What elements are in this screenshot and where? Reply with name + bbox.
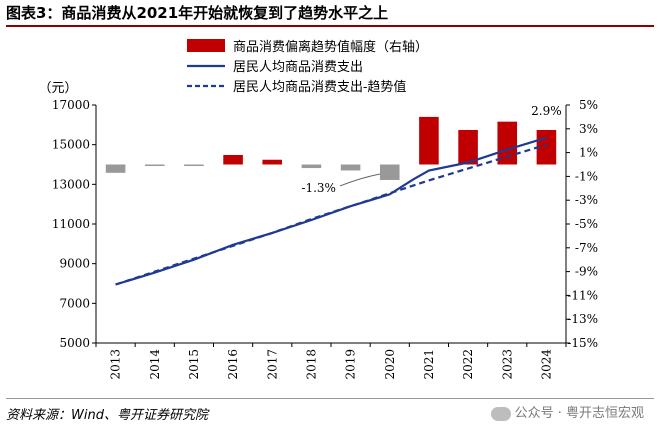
legend-label: 商品消费偏离趋势值幅度（右轴） [233,39,428,55]
left-tick-label: 15000 [52,138,90,152]
left-tick-label: 5000 [59,336,90,350]
trend-line [115,143,547,286]
line-series [115,136,547,286]
title-rule [6,25,654,27]
bar-2013 [105,164,126,173]
x-tick-label: 2015 [187,349,201,380]
chart-canvas: 商品消费偏离趋势值幅度（右轴）居民人均商品消费支出居民人均商品消费支出-趋势值 … [38,39,598,380]
left-tick-label: 13000 [52,177,90,191]
x-tick-label: 2014 [148,349,162,380]
left-tick-label: 7000 [59,296,90,310]
annotation-arrow [339,173,381,187]
bar-2017 [262,159,283,165]
right-tick-label: -11% [567,288,598,302]
source-note: 资料来源：Wind、粤开证券研究院 [6,408,208,423]
x-tick-label: 2018 [304,349,318,380]
bar-2015 [184,164,204,166]
right-tick-label: -9% [575,265,598,279]
left-tick-label: 17000 [52,98,90,112]
bar-2021 [419,116,439,165]
x-tick-label: 2019 [344,349,358,380]
watermark-text: 公众号 · 粤开志恒宏观 [514,406,644,421]
bar-2016 [223,154,243,165]
right-tick-label: -7% [575,241,598,255]
x-tick-label: 2020 [383,349,397,380]
right-tick-label: 5% [579,98,598,112]
right-tick-label: 3% [579,122,598,136]
x-tick-label: 2024 [539,349,553,380]
bar-2018 [301,164,322,169]
annotation-2020: -1.3% [301,181,336,195]
bar-series [105,116,557,180]
bar-2023 [497,121,518,165]
left-tick-label: 9000 [59,257,90,271]
bar-2019 [340,164,361,171]
right-tick-label: -13% [567,312,598,326]
legend-label: 居民人均商品消费支出-趋势值 [233,79,406,95]
legend-label: 居民人均商品消费支出 [233,60,363,75]
axes: 5000 7000 9000 11000 13000 15000 17000 5% 3% 1% -1… [52,98,598,380]
legend-swatch-bar [187,39,225,52]
watermark: 公众号 · 粤开志恒宏观 [490,402,644,421]
right-tick-label: -3% [575,193,598,207]
consumption-line [115,136,547,286]
right-tick-label: -5% [575,217,598,231]
x-tick-label: 2017 [265,349,279,380]
x-tick-label: 2021 [422,349,436,380]
right-tick-label: -1% [575,169,598,183]
bar-2014 [144,164,165,166]
x-tick-label: 2023 [500,349,514,380]
wechat-icon [490,406,511,421]
bar-2020 [379,164,400,180]
right-tick-label: -15% [567,336,598,350]
annotation-2024: 2.9% [531,104,562,118]
x-tick-label: 2016 [226,349,240,380]
x-tick-label: 2013 [109,349,123,380]
left-tick-label: 11000 [52,217,90,231]
left-axis-unit-label: （元） [38,81,77,96]
annotations: -1.3% 2.9% [301,104,561,195]
x-tick-label: 2022 [461,349,475,380]
footer-rule [6,398,654,399]
bar-2022 [458,129,478,165]
chart-title: 图表3：商品消费从2021年开始就恢复到了趋势水平之上 [6,4,389,22]
right-tick-label: 1% [579,146,598,160]
